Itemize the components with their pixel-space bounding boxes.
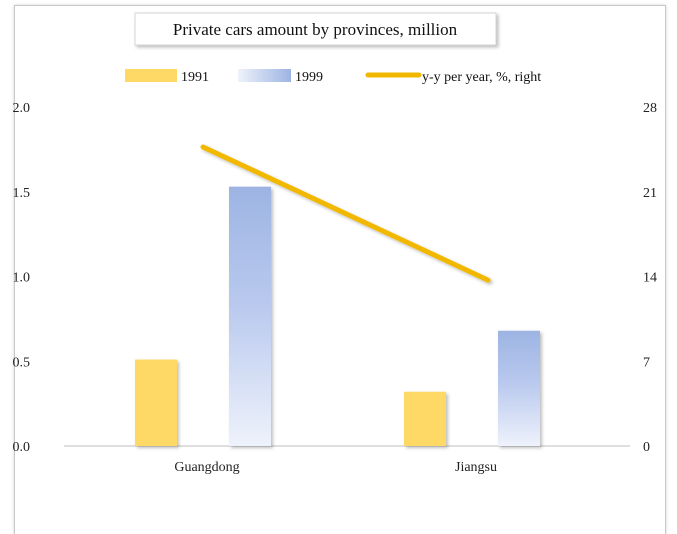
left-tick-label: 1.5 bbox=[13, 186, 31, 201]
legend-swatch-1991 bbox=[125, 69, 177, 82]
chart-title: Private cars amount by provinces, millio… bbox=[134, 12, 497, 46]
category-label-guangdong: Guangdong bbox=[174, 460, 239, 475]
right-tick-label: 7 bbox=[643, 355, 650, 370]
title-box bbox=[134, 12, 497, 46]
chart-frame bbox=[14, 5, 666, 534]
legend-label-1991: 1991 bbox=[181, 70, 209, 85]
legend: 1991 1999 y-y per year, %, right bbox=[125, 69, 541, 85]
line-yy-per-year bbox=[200, 144, 491, 283]
left-axis: 0.0 0.5 1.0 1.5 2.0 bbox=[13, 101, 31, 455]
line-series bbox=[200, 144, 491, 283]
category-label-jiangsu: Jiangsu bbox=[455, 460, 497, 475]
legend-label-1999: 1999 bbox=[295, 70, 323, 85]
left-tick-label: 1.0 bbox=[13, 271, 31, 286]
right-tick-label: 21 bbox=[643, 186, 657, 201]
right-axis: 0 7 14 21 28 bbox=[643, 101, 657, 455]
left-tick-label: 0.5 bbox=[13, 355, 31, 370]
bars bbox=[135, 186, 540, 447]
right-tick-label: 0 bbox=[643, 440, 650, 455]
right-tick-label: 28 bbox=[643, 101, 657, 116]
legend-swatch-1999 bbox=[238, 69, 291, 82]
left-tick-label: 2.0 bbox=[13, 101, 31, 116]
bar-1999-jiangsu bbox=[498, 330, 540, 446]
bar-1999-guangdong bbox=[229, 186, 271, 447]
category-labels: Guangdong Jiangsu bbox=[174, 460, 497, 475]
title-text: Private cars amount by provinces, millio… bbox=[173, 20, 458, 39]
left-tick-label: 0.0 bbox=[13, 440, 31, 455]
right-tick-label: 14 bbox=[643, 271, 657, 286]
legend-label-yy: y-y per year, %, right bbox=[422, 70, 541, 85]
bar-1991-guangdong bbox=[135, 359, 177, 446]
bar-1991-jiangsu bbox=[404, 391, 446, 446]
